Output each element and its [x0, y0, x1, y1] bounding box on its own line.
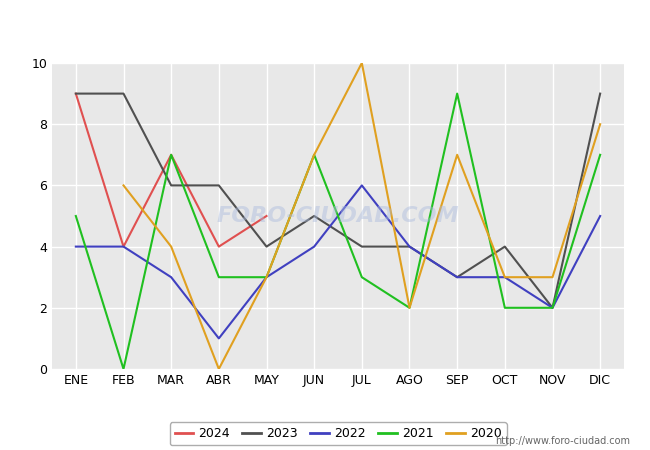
2023 — [453, 274, 461, 280]
2023 — [406, 244, 413, 249]
2022 — [215, 336, 223, 341]
2022 — [596, 213, 604, 219]
Text: Matriculaciones de Vehiculos en Las Ventas de Retamosa: Matriculaciones de Vehiculos en Las Vent… — [106, 19, 544, 35]
2020 — [167, 244, 175, 249]
2021 — [406, 305, 413, 310]
Line: 2020: 2020 — [124, 63, 600, 369]
2021 — [310, 152, 318, 158]
2020 — [120, 183, 127, 188]
2022 — [167, 274, 175, 280]
2022 — [263, 274, 270, 280]
2023 — [167, 183, 175, 188]
2024 — [215, 244, 223, 249]
2020 — [358, 60, 366, 66]
Line: 2023: 2023 — [76, 94, 600, 308]
2022 — [72, 244, 80, 249]
2023 — [72, 91, 80, 96]
Line: 2021: 2021 — [76, 94, 600, 369]
2021 — [549, 305, 556, 310]
2024 — [72, 91, 80, 96]
2023 — [549, 305, 556, 310]
2022 — [310, 244, 318, 249]
2020 — [215, 366, 223, 372]
Line: 2024: 2024 — [76, 94, 266, 247]
2023 — [120, 91, 127, 96]
2022 — [120, 244, 127, 249]
2020 — [310, 152, 318, 158]
2021 — [120, 366, 127, 372]
2021 — [501, 305, 509, 310]
2024 — [120, 244, 127, 249]
2023 — [263, 244, 270, 249]
2021 — [453, 91, 461, 96]
2020 — [406, 305, 413, 310]
2023 — [596, 91, 604, 96]
2023 — [215, 183, 223, 188]
2022 — [358, 183, 366, 188]
2020 — [501, 274, 509, 280]
Text: FORO-CIUDAD.COM: FORO-CIUDAD.COM — [216, 206, 460, 226]
2020 — [453, 152, 461, 158]
2023 — [310, 213, 318, 219]
2022 — [549, 305, 556, 310]
2020 — [549, 274, 556, 280]
2022 — [501, 274, 509, 280]
2024 — [263, 213, 270, 219]
2022 — [453, 274, 461, 280]
2021 — [215, 274, 223, 280]
2021 — [167, 152, 175, 158]
2022 — [406, 244, 413, 249]
Legend: 2024, 2023, 2022, 2021, 2020: 2024, 2023, 2022, 2021, 2020 — [170, 423, 506, 446]
2021 — [263, 274, 270, 280]
2020 — [596, 122, 604, 127]
2020 — [263, 274, 270, 280]
Text: http://www.foro-ciudad.com: http://www.foro-ciudad.com — [495, 436, 630, 446]
2021 — [596, 152, 604, 158]
2021 — [72, 213, 80, 219]
2021 — [358, 274, 366, 280]
2023 — [358, 244, 366, 249]
Line: 2022: 2022 — [76, 185, 600, 338]
2024 — [167, 152, 175, 158]
2023 — [501, 244, 509, 249]
